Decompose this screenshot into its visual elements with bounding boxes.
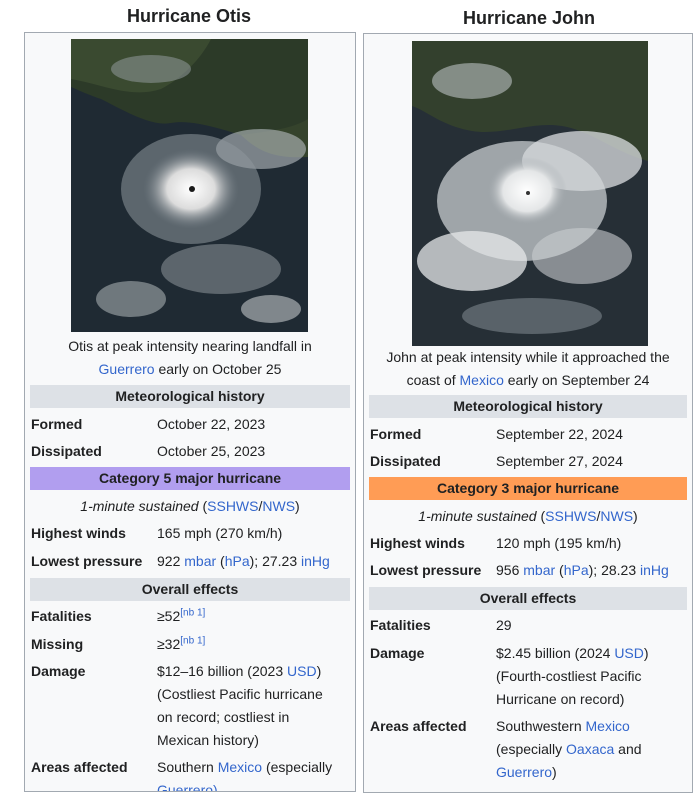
mbar-link[interactable]: mbar [184, 553, 217, 569]
sustained-label: 1-minute sustained [80, 498, 199, 514]
fatalities-label: Fatalities [31, 608, 92, 624]
hpa-link[interactable]: hPa [224, 553, 250, 569]
pressure-value: 956 mbar (hPa); 28.23 inHg [496, 562, 669, 578]
dissipated-label: Dissipated [370, 453, 441, 469]
fatalities-value: ≥52[nb 1] [157, 607, 206, 624]
guerrero-link[interactable]: Guerrero [496, 764, 553, 780]
fatalities-value: 29 [496, 617, 512, 633]
areas-value: Southern Mexico (especially Guerrero) [157, 756, 351, 791]
damage-value: $12–16 billion (2023 USD) (Costliest Pac… [157, 663, 323, 748]
mexico-link[interactable]: Mexico [585, 718, 630, 734]
fatalities-label: Fatalities [370, 617, 431, 633]
john-sustained-line: 1-minute sustained (SSHWS/NWS) [418, 508, 638, 524]
otis-caption-line1: Otis at peak intensity nearing landfall … [68, 338, 312, 354]
otis-caption: Otis at peak intensity nearing landfall … [25, 335, 355, 381]
damage-value: $2.45 billion (2024 USD) (Fourth-costlie… [496, 645, 649, 707]
formed-label: Formed [31, 416, 83, 432]
usd-link[interactable]: USD [287, 663, 317, 679]
pressure-value: 922 mbar (hPa); 27.23 inHg [157, 553, 330, 569]
otis-met-history-header: Meteorological history [30, 385, 350, 408]
mexico-caption-link[interactable]: Mexico [459, 372, 504, 388]
missing-value: ≥32[nb 1] [157, 635, 206, 652]
missing-label: Missing [31, 636, 84, 652]
damage-label: Damage [370, 645, 425, 661]
missing-note-link[interactable]: [nb 1] [180, 635, 206, 647]
damage-label: Damage [31, 663, 86, 679]
john-caption: John at peak intensity while it approach… [364, 346, 692, 392]
nws-link[interactable]: NWS [262, 498, 296, 514]
sshws-link[interactable]: SSHWS [207, 498, 259, 514]
hpa-link[interactable]: hPa [563, 562, 589, 578]
nws-link[interactable]: NWS [600, 508, 634, 524]
otis-category-header: Category 5 major hurricane [30, 467, 350, 490]
areas-value: Southwestern Mexico (especially Oaxaca a… [496, 718, 642, 780]
winds-value: 120 mph (195 km/h) [496, 535, 622, 551]
otis-title: Hurricane Otis [126, 6, 252, 26]
john-caption-line1: John at peak intensity while it approach… [386, 349, 670, 365]
otis-infobox: Otis at peak intensity nearing landfall … [24, 32, 356, 792]
pressure-label: Lowest pressure [370, 562, 482, 578]
oaxaca-link[interactable]: Oaxaca [566, 741, 615, 757]
john-infobox: John at peak intensity while it approach… [363, 33, 693, 793]
otis-sustained-line: 1-minute sustained (SSHWS/NWS) [80, 498, 300, 514]
inhg-link[interactable]: inHg [640, 562, 669, 578]
dissipated-value: September 27, 2024 [496, 453, 623, 469]
mbar-link[interactable]: mbar [523, 562, 556, 578]
sustained-label: 1-minute sustained [418, 508, 537, 524]
winds-value: 165 mph (270 km/h) [157, 525, 283, 541]
guerrero-link[interactable]: Guerrero [98, 361, 155, 377]
john-met-history-header: Meteorological history [369, 395, 687, 418]
areas-label: Areas affected [370, 718, 467, 734]
formed-label: Formed [370, 426, 422, 442]
pressure-label: Lowest pressure [31, 553, 143, 569]
sshws-link[interactable]: SSHWS [545, 508, 597, 524]
otis-caption-tail: early on October 25 [154, 361, 282, 377]
winds-label: Highest winds [370, 535, 465, 551]
usd-link[interactable]: USD [614, 645, 644, 661]
winds-label: Highest winds [31, 525, 126, 541]
areas-label: Areas affected [31, 759, 128, 775]
otis-effects-header: Overall effects [30, 578, 350, 601]
john-title: Hurricane John [462, 8, 596, 28]
mexico-link[interactable]: Mexico [217, 759, 263, 775]
dissipated-label: Dissipated [31, 443, 102, 459]
john-satellite-image[interactable] [412, 41, 648, 346]
john-effects-header: Overall effects [369, 587, 687, 610]
inhg-link[interactable]: inHg [301, 553, 330, 569]
formed-value: October 22, 2023 [157, 416, 266, 432]
dissipated-value: October 25, 2023 [157, 443, 266, 459]
formed-value: September 22, 2024 [496, 426, 623, 442]
john-category-header: Category 3 major hurricane [369, 477, 687, 500]
otis-satellite-image[interactable] [71, 39, 308, 332]
fatalities-note-link[interactable]: [nb 1] [180, 607, 206, 619]
